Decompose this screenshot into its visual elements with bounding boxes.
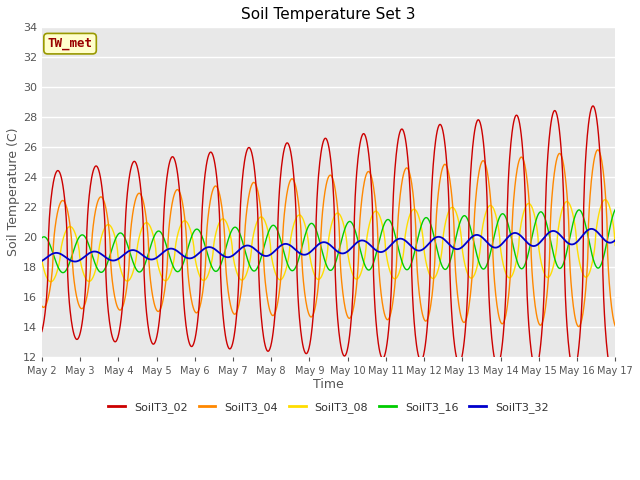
Title: Soil Temperature Set 3: Soil Temperature Set 3 xyxy=(241,7,416,22)
Y-axis label: Soil Temperature (C): Soil Temperature (C) xyxy=(7,128,20,256)
X-axis label: Time: Time xyxy=(313,379,344,392)
Text: TW_met: TW_met xyxy=(47,37,93,50)
Legend: SoilT3_02, SoilT3_04, SoilT3_08, SoilT3_16, SoilT3_32: SoilT3_02, SoilT3_04, SoilT3_08, SoilT3_… xyxy=(104,397,553,417)
